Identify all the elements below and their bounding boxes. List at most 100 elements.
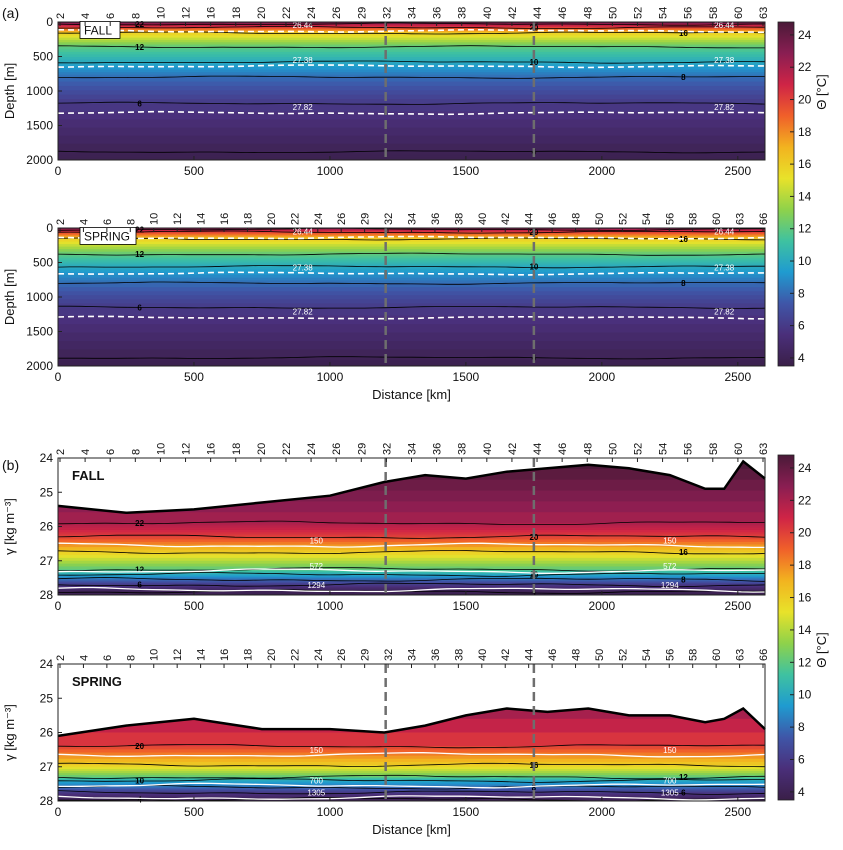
depth-contour-label: 150 bbox=[663, 536, 677, 545]
temperature-field bbox=[58, 22, 765, 160]
station-label: 22 bbox=[281, 7, 293, 19]
temperature-band bbox=[58, 62, 765, 66]
colorbar-tick-label: 16 bbox=[798, 157, 812, 171]
panel-b-fall: 22 20 16 12 10 8 6 4 150 150 572 572 1294 1294 FALL 0 50… bbox=[2, 443, 770, 613]
x-tick-label: 0 bbox=[55, 370, 62, 384]
temperature-band bbox=[58, 569, 765, 571]
station-label: 54 bbox=[658, 443, 670, 455]
station-label: 8 bbox=[130, 449, 142, 455]
temperature-contour-line bbox=[58, 520, 765, 526]
station-label: 2 bbox=[55, 655, 67, 661]
station-label: 63 bbox=[758, 443, 770, 455]
isopycnal-label: 27.82 bbox=[714, 103, 735, 112]
temperature-band bbox=[58, 232, 765, 234]
isopycnal-label: 27.82 bbox=[714, 308, 735, 317]
x-tick-label: 0 bbox=[55, 599, 62, 613]
temperature-contour-line bbox=[58, 265, 765, 269]
temperature-contour-label: 8 bbox=[532, 783, 537, 792]
station-label: 24 bbox=[306, 7, 318, 19]
station-label: 2 bbox=[55, 13, 67, 19]
station-label: 20 bbox=[266, 213, 278, 225]
depth-contour-line bbox=[58, 542, 765, 549]
station-label: 44 bbox=[524, 213, 536, 225]
temperature-band bbox=[58, 555, 765, 559]
temperature-contour-line bbox=[58, 281, 765, 285]
temperature-band bbox=[58, 264, 765, 268]
station-label: 48 bbox=[571, 649, 583, 661]
station-label: 2 bbox=[55, 219, 67, 225]
temperature-contour-label: 16 bbox=[679, 548, 688, 557]
x-tick-label: 1500 bbox=[453, 370, 480, 384]
station-label: 6 bbox=[102, 655, 114, 661]
depth-contour-label: 1305 bbox=[307, 789, 325, 798]
temperature-band bbox=[58, 303, 765, 308]
station-label: 50 bbox=[594, 213, 606, 225]
colorbar-tick-label: 10 bbox=[798, 254, 812, 268]
y-axis-label: γ [kg m⁻³] bbox=[2, 498, 17, 555]
station-label: 66 bbox=[758, 213, 770, 225]
temperature-band bbox=[58, 246, 765, 250]
isopycnal-label: 26.44 bbox=[714, 21, 735, 30]
temperature-band bbox=[58, 269, 765, 273]
colorbar-tick-label: 22 bbox=[798, 493, 812, 507]
station-label: 2 bbox=[55, 449, 67, 455]
temperature-band bbox=[58, 525, 765, 529]
station-label: 40 bbox=[482, 443, 494, 455]
station-label: 46 bbox=[557, 443, 569, 455]
temperature-band bbox=[58, 103, 765, 113]
temperature-field bbox=[58, 228, 765, 366]
station-label: 52 bbox=[632, 443, 644, 455]
station-label: 4 bbox=[78, 219, 90, 225]
station-label: 8 bbox=[125, 655, 137, 661]
station-label: 40 bbox=[482, 7, 494, 19]
isopycnal-line bbox=[58, 315, 765, 320]
temperature-band bbox=[58, 767, 765, 770]
colorbar-bottom: Θ [°C] 24 22 20 18 16 14 12 10 8 6 4 bbox=[777, 454, 829, 801]
station-label: 26 bbox=[331, 443, 343, 455]
station-label: 52 bbox=[617, 213, 629, 225]
station-label: 56 bbox=[664, 213, 676, 225]
depth-contour-label: 150 bbox=[310, 536, 324, 545]
x-tick-label: 1000 bbox=[317, 164, 344, 178]
station-label: 8 bbox=[130, 13, 142, 19]
colorbar-tick-label: 8 bbox=[798, 720, 805, 734]
temperature-band bbox=[58, 792, 765, 795]
station-label: 14 bbox=[196, 649, 208, 661]
temperature-contour-line bbox=[58, 25, 765, 29]
season-label-box bbox=[79, 227, 137, 245]
station-label: 12 bbox=[181, 7, 193, 19]
station-label: 58 bbox=[708, 443, 720, 455]
station-label: 66 bbox=[758, 649, 770, 661]
temperature-contour-label: 6 bbox=[137, 99, 142, 108]
temperature-band bbox=[58, 789, 765, 791]
isopycnal-label: 27.38 bbox=[714, 56, 735, 65]
temperature-contour-label: 8 bbox=[681, 576, 686, 585]
x-tick-label: 1000 bbox=[317, 599, 344, 613]
depth-contour-line bbox=[58, 782, 765, 789]
station-label: 20 bbox=[256, 7, 268, 19]
temperature-band bbox=[58, 773, 765, 776]
station-label: 56 bbox=[683, 443, 695, 455]
station-label: 60 bbox=[711, 213, 723, 225]
station-label: 48 bbox=[571, 213, 583, 225]
station-label: 60 bbox=[711, 649, 723, 661]
y-tick-label: 24 bbox=[40, 657, 54, 671]
temperature-band bbox=[58, 260, 765, 264]
station-label: 18 bbox=[242, 213, 254, 225]
temperature-contour-label: 22 bbox=[135, 225, 144, 234]
colorbar-label: Θ [°C] bbox=[814, 74, 829, 110]
temperature-contour-line bbox=[58, 230, 765, 234]
colorbar-tick-label: 8 bbox=[798, 286, 805, 300]
station-label: 34 bbox=[407, 7, 419, 19]
temperature-band bbox=[58, 523, 765, 526]
temperature-contour-line bbox=[58, 305, 765, 309]
temperature-band bbox=[58, 143, 765, 153]
station-label: 29 bbox=[356, 443, 368, 455]
temperature-band bbox=[58, 359, 765, 362]
temperature-band bbox=[58, 249, 765, 253]
x-tick-label: 500 bbox=[184, 599, 204, 613]
station-label: 36 bbox=[430, 213, 442, 225]
temperature-band bbox=[58, 577, 765, 580]
y-tick-label: 26 bbox=[40, 726, 54, 740]
isopycnal-label: 27.38 bbox=[293, 264, 314, 273]
